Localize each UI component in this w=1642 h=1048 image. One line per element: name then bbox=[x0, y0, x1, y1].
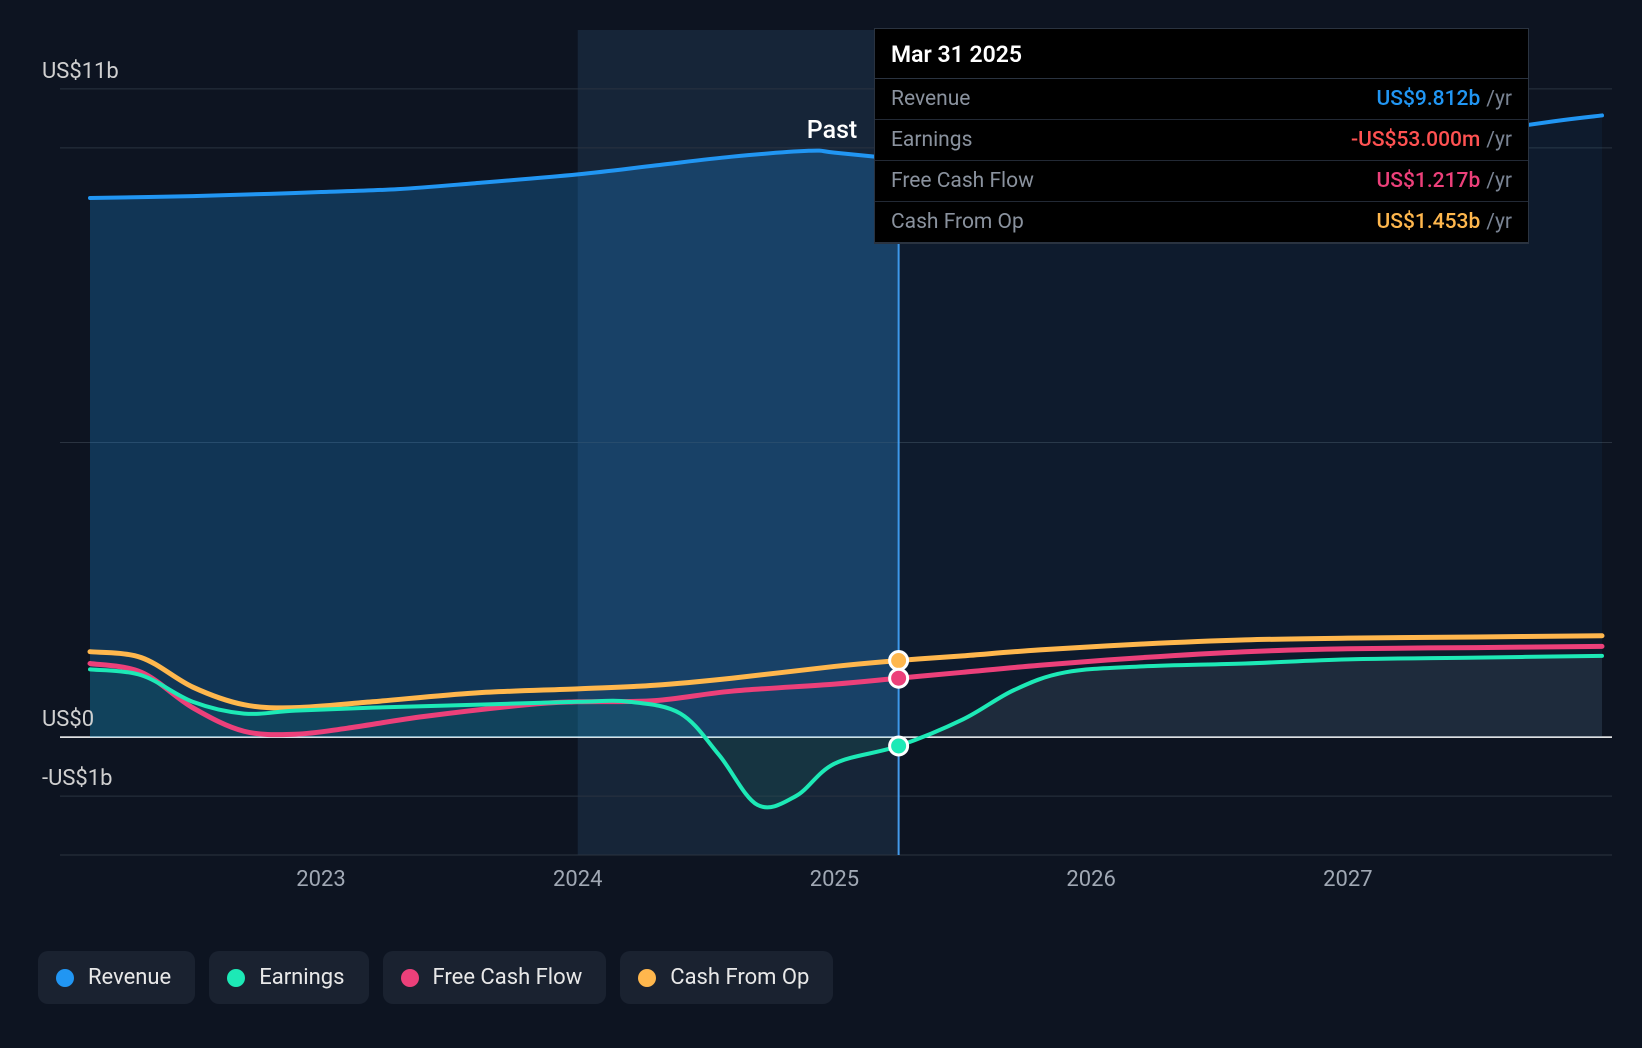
tooltip-row: Free Cash FlowUS$1.217b/yr bbox=[875, 161, 1528, 202]
tooltip-metric-value: US$1.453b bbox=[1377, 210, 1481, 234]
legend-item-earnings[interactable]: Earnings bbox=[209, 951, 368, 1004]
y-axis-label: US$11b bbox=[42, 59, 119, 84]
hover-tooltip: Mar 31 2025 RevenueUS$9.812b/yrEarnings-… bbox=[874, 28, 1529, 244]
legend-label: Cash From Op bbox=[670, 965, 809, 990]
tooltip-metric-label: Cash From Op bbox=[891, 210, 1377, 234]
legend-item-cfo[interactable]: Cash From Op bbox=[620, 951, 833, 1004]
legend-item-revenue[interactable]: Revenue bbox=[38, 951, 195, 1004]
tooltip-metric-value: US$9.812b bbox=[1377, 87, 1481, 111]
tooltip-metric-label: Revenue bbox=[891, 87, 1377, 111]
x-axis-label: 2025 bbox=[810, 867, 859, 892]
past-section-label: Past bbox=[807, 116, 858, 145]
y-axis-label: US$0 bbox=[42, 707, 94, 732]
legend-label: Free Cash Flow bbox=[433, 965, 583, 990]
legend: Revenue Earnings Free Cash Flow Cash From O… bbox=[38, 951, 833, 1004]
legend-item-fcf[interactable]: Free Cash Flow bbox=[383, 951, 607, 1004]
legend-dot-icon bbox=[56, 969, 74, 987]
earnings-revenue-chart: US$11b US$0 -US$1b 2023 2024 2025 2026 2027 Past… bbox=[0, 0, 1642, 1048]
legend-dot-icon bbox=[227, 969, 245, 987]
tooltip-row: Cash From OpUS$1.453b/yr bbox=[875, 202, 1528, 243]
legend-label: Revenue bbox=[88, 965, 171, 990]
tooltip-row: RevenueUS$9.812b/yr bbox=[875, 79, 1528, 120]
tooltip-metric-unit: /yr bbox=[1486, 87, 1512, 111]
tooltip-metric-value: -US$53.000m bbox=[1351, 128, 1480, 152]
tooltip-metric-unit: /yr bbox=[1486, 169, 1512, 193]
tooltip-metric-unit: /yr bbox=[1486, 210, 1512, 234]
x-axis-label: 2023 bbox=[296, 867, 345, 892]
x-axis-label: 2027 bbox=[1323, 867, 1372, 892]
tooltip-metric-unit: /yr bbox=[1486, 128, 1512, 152]
x-axis-label: 2024 bbox=[553, 867, 602, 892]
tooltip-metric-label: Free Cash Flow bbox=[891, 169, 1377, 193]
tooltip-date: Mar 31 2025 bbox=[875, 29, 1528, 79]
legend-dot-icon bbox=[638, 969, 656, 987]
tooltip-metric-label: Earnings bbox=[891, 128, 1351, 152]
x-axis-label: 2026 bbox=[1066, 867, 1115, 892]
tooltip-row: Earnings-US$53.000m/yr bbox=[875, 120, 1528, 161]
legend-dot-icon bbox=[401, 969, 419, 987]
tooltip-rows: RevenueUS$9.812b/yrEarnings-US$53.000m/y… bbox=[875, 79, 1528, 243]
y-axis-label: -US$1b bbox=[42, 766, 113, 791]
tooltip-metric-value: US$1.217b bbox=[1377, 169, 1481, 193]
legend-label: Earnings bbox=[259, 965, 344, 990]
